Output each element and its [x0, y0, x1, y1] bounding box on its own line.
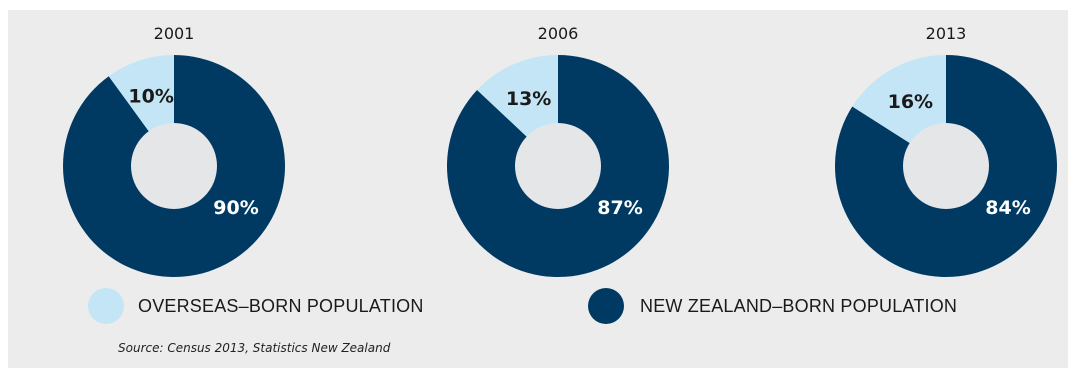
pie-title-2006: 2006: [537, 24, 579, 43]
slice-label-nz-2006: 87%: [597, 197, 642, 219]
slice-label-overseas-2006: 13%: [506, 88, 551, 110]
donut-hole-2006: [515, 123, 601, 209]
pie-title-2013: 2013: [925, 24, 967, 43]
slice-label-nz-2013: 84%: [985, 197, 1030, 219]
slice-label-nz-2001: 90%: [213, 197, 258, 219]
pie-title-2001: 2001: [153, 24, 195, 43]
source-note: Source: Census 2013, Statistics New Zeal…: [118, 341, 391, 355]
slice-label-overseas-2013: 16%: [888, 91, 933, 113]
legend-swatch-nz: [588, 288, 624, 324]
legend-swatch-overseas: [88, 288, 124, 324]
legend-label-nz: NEW ZEALAND–BORN POPULATION: [640, 296, 958, 316]
donut-hole-2001: [131, 123, 217, 209]
legend-label-overseas: OVERSEAS–BORN POPULATION: [138, 296, 424, 316]
slice-label-overseas-2001: 10%: [128, 86, 173, 108]
donut-hole-2013: [903, 123, 989, 209]
